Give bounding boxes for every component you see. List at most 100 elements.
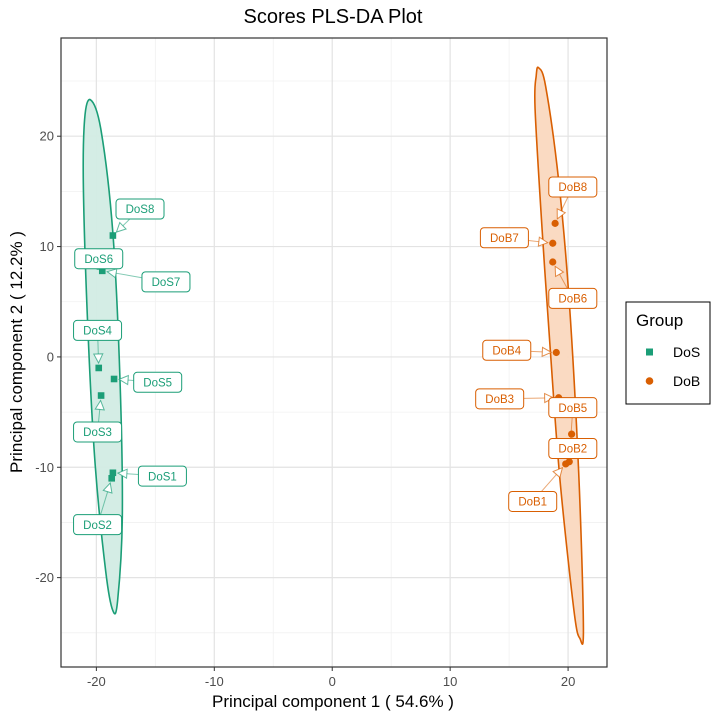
label-text: DoS3 bbox=[83, 427, 112, 439]
label-dob7: DoB7 bbox=[479, 227, 529, 249]
label-dos6: DoS6 bbox=[74, 248, 124, 270]
label-box bbox=[74, 248, 124, 270]
label-dob3: DoB3 bbox=[475, 388, 525, 410]
label-dob5: DoB5 bbox=[548, 397, 598, 419]
connector-arrow-dos4 bbox=[92, 353, 104, 365]
x-axis-label: Principal component 1 ( 54.6% ) bbox=[212, 692, 454, 711]
label-box bbox=[548, 176, 598, 198]
x-tick-label: 0 bbox=[329, 674, 336, 689]
plot-panel-border bbox=[60, 37, 608, 668]
label-box bbox=[548, 287, 598, 309]
label-box bbox=[479, 227, 529, 249]
y-axis-label: Principal component 2 ( 12.2% ) bbox=[7, 231, 26, 473]
legend-key-dos bbox=[646, 348, 653, 356]
label-text: DoB3 bbox=[485, 394, 514, 406]
label-dos3: DoS3 bbox=[73, 421, 123, 443]
legend-box bbox=[625, 301, 711, 405]
point-dos2 bbox=[108, 475, 116, 482]
plot-panel: DoS1 DoS2 DoS3 DoS4 DoS5 DoS6 DoS7 DoS8 DoB1 DoB2… bbox=[60, 37, 608, 668]
grid-lines bbox=[61, 38, 607, 667]
label-dos7: DoS7 bbox=[141, 271, 191, 293]
label-box bbox=[137, 465, 187, 487]
y-tick-label: 0 bbox=[47, 349, 54, 364]
point-dos7 bbox=[98, 267, 106, 275]
label-box bbox=[482, 339, 532, 361]
connector-arrow-dos7 bbox=[106, 268, 118, 279]
label-dos2: DoS2 bbox=[73, 514, 123, 536]
y-tick-label: 10 bbox=[40, 239, 54, 254]
label-text: DoS7 bbox=[152, 277, 181, 289]
label-text: DoS5 bbox=[143, 377, 172, 389]
connector-arrow-dob4 bbox=[541, 346, 553, 358]
label-box bbox=[115, 198, 165, 220]
point-dos4 bbox=[95, 364, 103, 372]
connector-arrow-dos5 bbox=[117, 374, 129, 386]
connector-arrow-dos8 bbox=[115, 221, 127, 233]
ellipse-dob bbox=[533, 66, 585, 645]
y-tick-label: -10 bbox=[35, 460, 54, 475]
data-points bbox=[95, 219, 576, 482]
chart-title: Scores PLS-DA Plot bbox=[244, 6, 423, 28]
label-box bbox=[73, 514, 123, 536]
point-dob7 bbox=[549, 239, 557, 247]
point-dob8 bbox=[551, 219, 559, 227]
legend-label-dos: DoS bbox=[673, 344, 700, 360]
point-dos3 bbox=[97, 392, 105, 399]
label-dos4: DoS4 bbox=[73, 319, 123, 341]
connector-arrow-dob8 bbox=[556, 208, 567, 220]
label-dob2: DoB2 bbox=[548, 438, 598, 460]
x-tick-label: 20 bbox=[561, 674, 575, 689]
label-dob8: DoB8 bbox=[548, 176, 598, 198]
label-dos1: DoS1 bbox=[137, 465, 187, 487]
x-tick-label: -20 bbox=[87, 674, 106, 689]
label-text: DoB2 bbox=[558, 444, 587, 456]
label-text: DoB4 bbox=[492, 345, 521, 357]
label-text: DoS1 bbox=[148, 471, 177, 483]
label-text: DoS6 bbox=[84, 254, 113, 266]
label-box bbox=[508, 490, 558, 512]
point-dob4 bbox=[552, 348, 560, 357]
label-box bbox=[475, 388, 525, 410]
point-dos5 bbox=[110, 375, 118, 383]
x-tick-label: -10 bbox=[205, 674, 224, 689]
label-dos5: DoS5 bbox=[133, 371, 183, 393]
label-box bbox=[548, 397, 598, 419]
x-axis-ticks: -20 -10 0 10 20 bbox=[87, 667, 575, 689]
legend-title: Group bbox=[636, 311, 683, 330]
label-text: DoB7 bbox=[490, 233, 519, 245]
legend-entries: DoS DoB bbox=[645, 344, 700, 389]
label-text: DoS4 bbox=[83, 326, 112, 338]
point-dob6 bbox=[549, 258, 557, 266]
y-tick-label: 20 bbox=[40, 129, 54, 144]
label-text: DoS2 bbox=[83, 520, 112, 532]
connector-arrow-dob7 bbox=[537, 236, 549, 247]
label-box bbox=[73, 319, 123, 341]
label-text: DoS8 bbox=[126, 204, 155, 216]
label-dos8: DoS8 bbox=[115, 198, 165, 220]
connector-arrow-dos1 bbox=[116, 468, 128, 480]
label-dob6: DoB6 bbox=[548, 287, 598, 309]
connector-arrow-dos2 bbox=[102, 482, 113, 494]
label-text: DoB1 bbox=[518, 497, 547, 509]
point-dos8 bbox=[109, 232, 117, 239]
y-tick-label: -20 bbox=[35, 570, 54, 585]
y-axis-ticks: -20 -10 0 10 20 bbox=[35, 129, 61, 585]
point-dos1 bbox=[109, 469, 117, 477]
connector-arrow-dob6 bbox=[554, 265, 565, 278]
point-labels: DoS1 DoS2 DoS3 DoS4 DoS5 DoS6 DoS7 DoS8 DoB1 DoB2… bbox=[73, 176, 598, 536]
label-box bbox=[548, 438, 598, 460]
label-text: DoB5 bbox=[558, 403, 587, 415]
label-dob4: DoB4 bbox=[482, 339, 532, 361]
connector-arrow-dob1 bbox=[552, 466, 564, 479]
label-box bbox=[141, 271, 191, 293]
legend-label-dob: DoB bbox=[673, 373, 700, 389]
label-dob1: DoB1 bbox=[508, 490, 558, 512]
label-box bbox=[73, 421, 123, 443]
x-tick-label: 10 bbox=[443, 674, 457, 689]
legend-key-dob bbox=[645, 377, 654, 385]
label-text: DoB8 bbox=[558, 182, 587, 194]
label-box bbox=[133, 371, 183, 393]
connector-arrow-dos3 bbox=[94, 399, 105, 411]
